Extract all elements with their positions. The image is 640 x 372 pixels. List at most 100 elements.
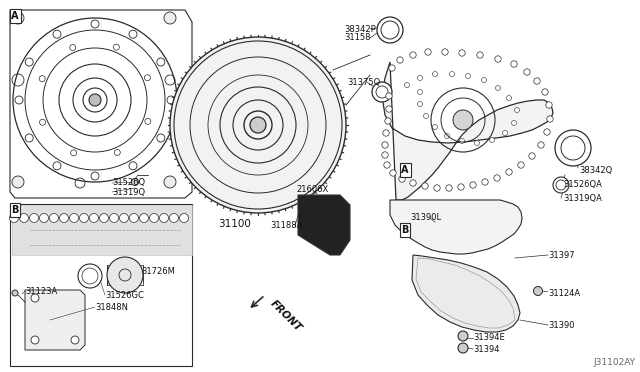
Text: 38342Q: 38342Q	[579, 167, 612, 176]
Circle shape	[458, 343, 468, 353]
Text: B: B	[12, 205, 19, 215]
Text: 31526Q: 31526Q	[112, 179, 145, 187]
Circle shape	[544, 129, 550, 135]
Polygon shape	[10, 10, 192, 198]
Text: 31390L: 31390L	[410, 214, 441, 222]
Text: 31123A: 31123A	[25, 286, 57, 295]
Circle shape	[71, 336, 79, 344]
Circle shape	[417, 102, 422, 106]
Circle shape	[518, 162, 524, 168]
Circle shape	[506, 169, 512, 175]
Circle shape	[495, 86, 500, 90]
Text: 31158: 31158	[344, 33, 371, 42]
Circle shape	[555, 130, 591, 166]
Circle shape	[12, 12, 24, 24]
Circle shape	[538, 142, 544, 148]
Polygon shape	[382, 62, 553, 200]
Text: 31726M: 31726M	[141, 266, 175, 276]
Circle shape	[12, 290, 18, 296]
Polygon shape	[25, 290, 85, 350]
Circle shape	[140, 214, 148, 222]
Circle shape	[506, 96, 511, 100]
Circle shape	[524, 69, 530, 75]
Circle shape	[129, 214, 138, 222]
Circle shape	[164, 176, 176, 188]
Circle shape	[90, 214, 99, 222]
Circle shape	[474, 141, 479, 145]
Circle shape	[553, 177, 569, 193]
Circle shape	[382, 142, 388, 148]
Circle shape	[383, 130, 389, 136]
Circle shape	[534, 286, 543, 295]
Circle shape	[542, 89, 548, 95]
Circle shape	[12, 176, 24, 188]
Circle shape	[477, 52, 483, 58]
Circle shape	[433, 125, 438, 129]
Circle shape	[10, 214, 19, 222]
Circle shape	[490, 138, 495, 142]
Circle shape	[159, 214, 168, 222]
Circle shape	[382, 152, 388, 158]
Circle shape	[460, 138, 465, 144]
Circle shape	[433, 71, 438, 77]
Polygon shape	[12, 205, 192, 255]
Circle shape	[459, 50, 465, 56]
Circle shape	[384, 162, 390, 168]
Circle shape	[107, 257, 143, 293]
Circle shape	[250, 117, 266, 133]
Circle shape	[390, 170, 396, 176]
Text: 31124A: 31124A	[548, 289, 580, 298]
Circle shape	[120, 214, 129, 222]
Circle shape	[385, 118, 391, 124]
Circle shape	[453, 110, 473, 130]
Circle shape	[19, 214, 29, 222]
Polygon shape	[390, 200, 522, 254]
Circle shape	[60, 214, 68, 222]
Circle shape	[495, 56, 501, 62]
Circle shape	[31, 336, 39, 344]
Polygon shape	[10, 204, 192, 366]
Circle shape	[458, 331, 468, 341]
Text: 38342P: 38342P	[344, 25, 376, 33]
Circle shape	[377, 17, 403, 43]
Circle shape	[131, 179, 138, 186]
Circle shape	[49, 214, 58, 222]
Circle shape	[389, 65, 396, 71]
Circle shape	[150, 214, 159, 222]
Circle shape	[547, 116, 553, 122]
Circle shape	[502, 131, 508, 135]
Circle shape	[546, 102, 552, 108]
Text: 31394E: 31394E	[473, 334, 505, 343]
Circle shape	[404, 83, 410, 87]
Circle shape	[449, 71, 454, 77]
Circle shape	[417, 76, 422, 80]
Circle shape	[417, 90, 422, 94]
Text: 21606X: 21606X	[296, 186, 328, 195]
Circle shape	[89, 94, 101, 106]
Text: 31188A: 31188A	[270, 221, 302, 231]
Circle shape	[515, 108, 520, 112]
Circle shape	[470, 182, 476, 188]
Polygon shape	[298, 195, 350, 255]
Circle shape	[31, 294, 39, 302]
Circle shape	[99, 214, 109, 222]
Text: A: A	[401, 165, 409, 175]
Circle shape	[170, 214, 179, 222]
Text: 31394: 31394	[473, 344, 499, 353]
Circle shape	[410, 180, 416, 186]
Circle shape	[534, 78, 540, 84]
Text: B: B	[401, 225, 409, 235]
Circle shape	[425, 49, 431, 55]
Text: 31848N: 31848N	[95, 302, 128, 311]
Text: A: A	[12, 11, 19, 21]
Circle shape	[386, 93, 392, 99]
Text: 31319QA: 31319QA	[563, 193, 602, 202]
Circle shape	[40, 214, 49, 222]
Circle shape	[79, 214, 88, 222]
Text: 31319Q: 31319Q	[112, 187, 145, 196]
Circle shape	[170, 37, 346, 213]
Polygon shape	[412, 255, 520, 332]
Circle shape	[422, 183, 428, 189]
Text: FRONT: FRONT	[268, 298, 303, 333]
Circle shape	[442, 49, 448, 55]
